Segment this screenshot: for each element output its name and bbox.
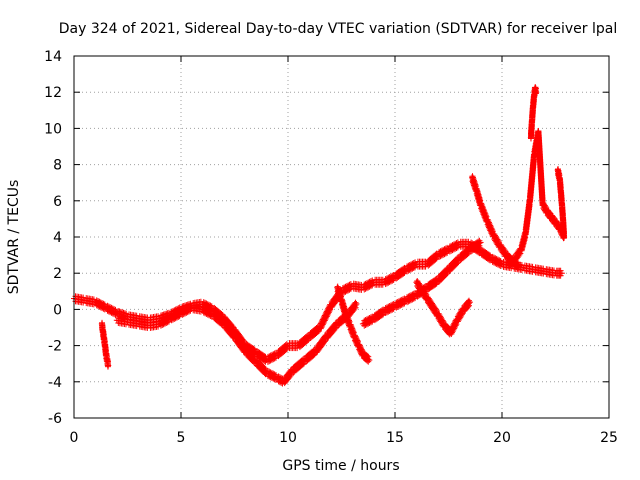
data-point bbox=[349, 280, 365, 293]
grid bbox=[74, 56, 609, 418]
data-point bbox=[473, 185, 484, 209]
data-point bbox=[289, 355, 307, 376]
data-point bbox=[302, 346, 318, 365]
y-tick-label: 14 bbox=[44, 49, 62, 65]
data-point bbox=[445, 239, 461, 255]
y-tick-label: 4 bbox=[53, 230, 62, 246]
data-point bbox=[312, 332, 329, 356]
data-point bbox=[178, 302, 194, 318]
data-point bbox=[263, 349, 279, 365]
series-track-5 bbox=[413, 278, 473, 338]
data-point bbox=[561, 234, 568, 240]
y-tick-label: 8 bbox=[53, 158, 62, 174]
data-point bbox=[402, 290, 419, 306]
data-point bbox=[231, 332, 248, 356]
data-point bbox=[366, 357, 373, 364]
y-tick-label: 12 bbox=[44, 85, 62, 101]
data-series bbox=[71, 84, 568, 387]
data-point bbox=[559, 214, 567, 241]
data-point bbox=[526, 151, 537, 205]
series-track-2 bbox=[113, 299, 360, 387]
y-tick-label: 10 bbox=[44, 121, 62, 137]
data-point bbox=[522, 196, 533, 238]
series-track-9 bbox=[527, 84, 540, 142]
data-point bbox=[558, 270, 565, 277]
data-point bbox=[359, 277, 376, 293]
data-point bbox=[124, 316, 140, 330]
data-point bbox=[434, 265, 451, 285]
chart-title: Day 324 of 2021, Sidereal Day-to-day VTE… bbox=[59, 21, 617, 37]
data-point bbox=[274, 341, 290, 360]
x-tick-label: 0 bbox=[70, 430, 79, 446]
data-point bbox=[323, 319, 340, 341]
data-point bbox=[477, 239, 484, 246]
data-point bbox=[135, 318, 151, 331]
series-track-7 bbox=[505, 128, 568, 269]
data-point bbox=[317, 301, 334, 332]
data-point bbox=[353, 300, 360, 307]
data-point bbox=[511, 245, 524, 263]
data-point bbox=[81, 295, 97, 308]
y-axis-label: SDTVAR / TECUs bbox=[6, 180, 22, 295]
x-tick-label: 15 bbox=[386, 430, 404, 446]
x-axis-label: GPS time / hours bbox=[282, 458, 399, 474]
data-point bbox=[447, 316, 460, 338]
data-point bbox=[392, 264, 408, 282]
data-point bbox=[359, 313, 376, 329]
data-point bbox=[188, 302, 204, 315]
data-point bbox=[466, 299, 473, 306]
data-point bbox=[71, 293, 87, 306]
data-point bbox=[477, 200, 490, 225]
data-point bbox=[392, 295, 408, 311]
x-tick-label: 10 bbox=[279, 430, 297, 446]
data-point bbox=[424, 294, 440, 320]
data-point bbox=[424, 250, 440, 269]
y-tick-label: -2 bbox=[48, 339, 62, 355]
data-point bbox=[156, 313, 172, 329]
y-tick-label: 6 bbox=[53, 194, 62, 210]
series-track-3 bbox=[334, 283, 373, 365]
series-track-10 bbox=[554, 166, 568, 241]
data-point bbox=[533, 89, 540, 96]
data-point bbox=[351, 332, 362, 350]
data-point bbox=[104, 355, 111, 370]
data-point bbox=[535, 128, 546, 209]
series-track-4 bbox=[359, 237, 484, 329]
data-point bbox=[105, 362, 112, 369]
data-point bbox=[359, 350, 372, 365]
x-tick-label: 20 bbox=[493, 430, 511, 446]
data-point bbox=[103, 302, 119, 318]
series-track-8 bbox=[98, 319, 112, 370]
data-point bbox=[505, 254, 517, 269]
data-point bbox=[210, 310, 226, 329]
y-tick-label: 2 bbox=[53, 266, 62, 282]
data-point bbox=[306, 323, 322, 342]
y-tick-label: 0 bbox=[53, 302, 62, 318]
x-tick-label: 5 bbox=[177, 430, 186, 446]
data-point bbox=[520, 262, 536, 275]
data-point bbox=[424, 275, 440, 293]
axis-ticks: 0 5 10 15 20 25 -6 -4 -2 0 2 4 6 8 10 12 14 bbox=[44, 49, 618, 446]
y-tick-label: -4 bbox=[48, 375, 62, 391]
data-point bbox=[113, 315, 129, 328]
data-point bbox=[370, 276, 386, 288]
y-tick-label: -6 bbox=[48, 411, 62, 427]
data-point bbox=[516, 262, 523, 269]
data-point bbox=[402, 259, 419, 275]
data-point bbox=[434, 244, 451, 260]
x-tick-label: 25 bbox=[600, 430, 618, 446]
